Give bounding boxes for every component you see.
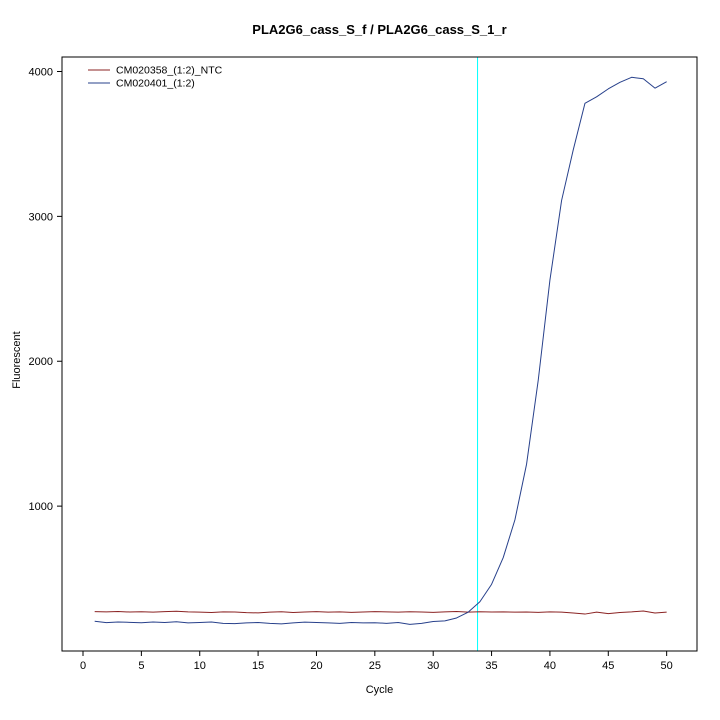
x-tick-label: 30 — [427, 660, 439, 672]
series-line-1 — [94, 76, 667, 625]
x-tick-label: 40 — [544, 660, 556, 672]
y-tick-label: 1000 — [29, 501, 53, 513]
y-tick-label: 4000 — [29, 66, 53, 78]
x-tick-label: 50 — [661, 660, 673, 672]
x-tick-label: 10 — [194, 660, 206, 672]
x-axis-label: Cycle — [365, 684, 394, 696]
y-tick-label: 3000 — [29, 211, 53, 223]
chart-title: PLA2G6_cass_S_f / PLA2G6_cass_S_1_r — [252, 22, 507, 37]
legend-label-1: CM020401_(1:2) — [116, 78, 195, 90]
x-tick-label: 15 — [252, 660, 264, 672]
x-tick-label: 45 — [602, 660, 614, 672]
x-tick-label: 35 — [485, 660, 497, 672]
plot-border — [61, 56, 698, 652]
x-tick-label: 5 — [138, 660, 144, 672]
x-tick-label: 20 — [310, 660, 322, 672]
y-tick-label: 2000 — [29, 356, 53, 368]
x-tick-label: 0 — [80, 660, 86, 672]
legend-label-0: CM020358_(1:2)_NTC — [116, 65, 223, 77]
series-line-0 — [94, 610, 667, 615]
x-tick-label: 25 — [369, 660, 381, 672]
